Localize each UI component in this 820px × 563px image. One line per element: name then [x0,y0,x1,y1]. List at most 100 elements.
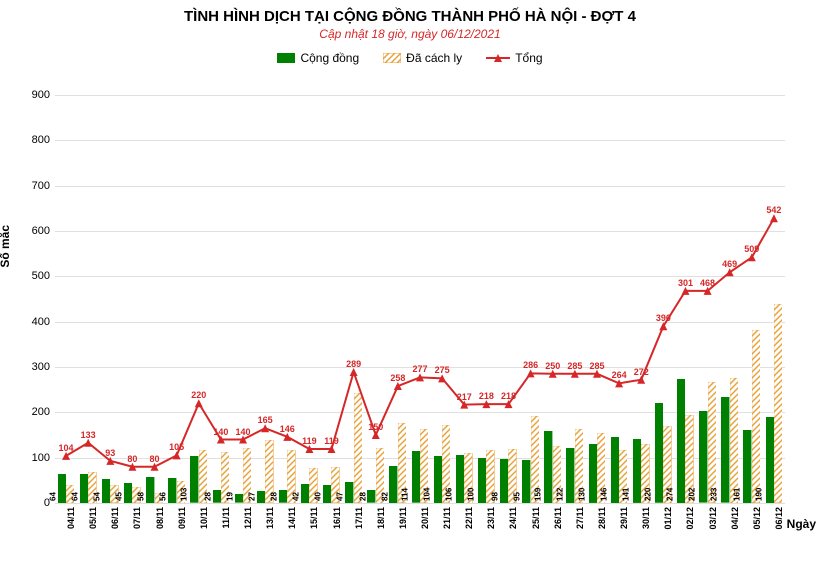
bar-congdong [367,490,375,503]
bar-value-label: 45 [115,492,124,501]
legend-label-tong: Tổng [515,51,542,65]
tong-value-label: 80 [150,454,160,464]
bar-cachly [708,382,716,503]
tong-value-label: 218 [501,391,516,401]
x-tick-label: 05/12 [752,507,762,530]
bar-value-label: 114 [400,488,409,501]
legend-swatch-cachly [383,53,401,63]
x-tick-label: 06/11 [110,507,120,529]
bar-value-label: 58 [137,492,146,501]
tong-value-label: 264 [612,370,627,380]
x-tick-label: 26/11 [553,507,563,529]
bar-congdong [611,437,619,503]
bar-congdong [124,483,132,503]
tong-value-label: 218 [479,391,494,401]
y-tick-label: 500 [32,270,55,282]
x-tick-label: 09/11 [177,507,187,529]
legend: Cộng đồng Đã cách ly Tổng [0,51,820,65]
bar-value-label: 159 [533,488,542,501]
bar-value-label: 190 [754,488,763,501]
bar-congdong [655,403,663,503]
tong-value-label: 119 [324,436,339,446]
bar-value-label: 42 [292,492,301,501]
bar-group: 161 [743,330,760,503]
legend-swatch-congdong [277,53,295,63]
bar-congdong [478,458,486,503]
bar-congdong [544,431,552,503]
legend-marker-tong [486,53,510,63]
tong-value-label: 469 [722,259,737,269]
bar-value-label: 64 [71,492,80,501]
tong-value-label: 272 [634,367,649,377]
bar-congdong [80,474,88,503]
bar-group: 233 [721,378,738,503]
bar-group: 202 [699,382,716,503]
y-tick-label: 900 [32,89,55,101]
bar-value-label: 19 [225,492,234,501]
bar-value-label: 106 [444,488,453,501]
tong-value-label: 542 [766,205,781,215]
bar-value-label: 100 [466,488,475,501]
x-tick-label: 21/11 [442,507,452,529]
bar-congdong [434,456,442,503]
x-tick-label: 08/11 [155,507,165,529]
x-tick-label: 07/11 [132,507,142,529]
x-tick-label: 20/11 [420,507,430,529]
legend-label-congdong: Cộng đồng [300,51,359,65]
bar-congdong [102,479,110,503]
x-tick-label: 04/11 [66,507,76,529]
bar-value-label: 56 [159,492,168,501]
bar-congdong [412,451,420,503]
tong-value-label: 140 [236,427,251,437]
bar-congdong [257,491,265,503]
x-tick-label: 27/11 [575,507,585,529]
x-tick-label: 30/11 [641,507,651,529]
bar-value-label: 220 [643,488,652,501]
legend-label-cachly: Đã cách ly [406,51,462,65]
bar-value-label: 95 [513,492,522,501]
x-tick-label: 25/11 [531,507,541,529]
x-axis-label: Ngày [787,517,816,531]
tong-value-label: 93 [105,448,115,458]
tong-value-label: 277 [412,364,427,374]
x-tick-label: 14/11 [287,507,297,529]
x-tick-label: 11/11 [221,507,231,529]
tong-value-label: 509 [744,244,759,254]
y-tick-label: 300 [32,361,55,373]
tong-value-label: 289 [346,359,361,369]
bar-group: 47 [345,393,362,503]
bar-value-label: 54 [93,492,102,501]
tong-value-label: 133 [81,430,96,440]
bar-congdong [566,448,574,503]
y-tick-label: 200 [32,406,55,418]
y-tick-label: 800 [32,134,55,146]
legend-item-congdong: Cộng đồng [277,51,359,65]
bar-value-label: 146 [599,488,608,501]
bar-value-label: 274 [666,488,675,501]
bar-congdong [146,477,154,503]
tong-value-label: 390 [656,313,671,323]
plot-area: 0100200300400500600700800900 64645445585… [55,95,785,503]
x-tick-label: 23/11 [486,507,496,529]
bar-congdong [235,494,243,503]
y-tick-label: 600 [32,225,55,237]
bar-value-label: 28 [203,492,212,501]
bar-congdong [589,444,597,503]
bar-congdong [58,474,66,503]
bar-congdong [213,490,221,503]
tong-value-label: 301 [678,278,693,288]
bars-layer: 6464544558561032819272842404728821141041… [55,95,785,503]
y-tick-label: 100 [32,452,55,464]
bar-congdong [500,459,508,503]
bar-value-label: 130 [577,488,586,501]
tong-value-label: 285 [567,361,582,371]
bar-value-label: 103 [179,488,188,501]
x-tick-label: 29/11 [619,507,629,529]
bar-group: 190 [766,304,783,503]
x-tick-label: 06/12 [774,507,784,530]
x-tick-label: 28/11 [597,507,607,529]
bar-congdong [345,482,353,503]
x-tick-label: 13/11 [265,507,275,529]
tong-value-label: 220 [191,390,206,400]
x-tick-label: 22/11 [464,507,474,529]
